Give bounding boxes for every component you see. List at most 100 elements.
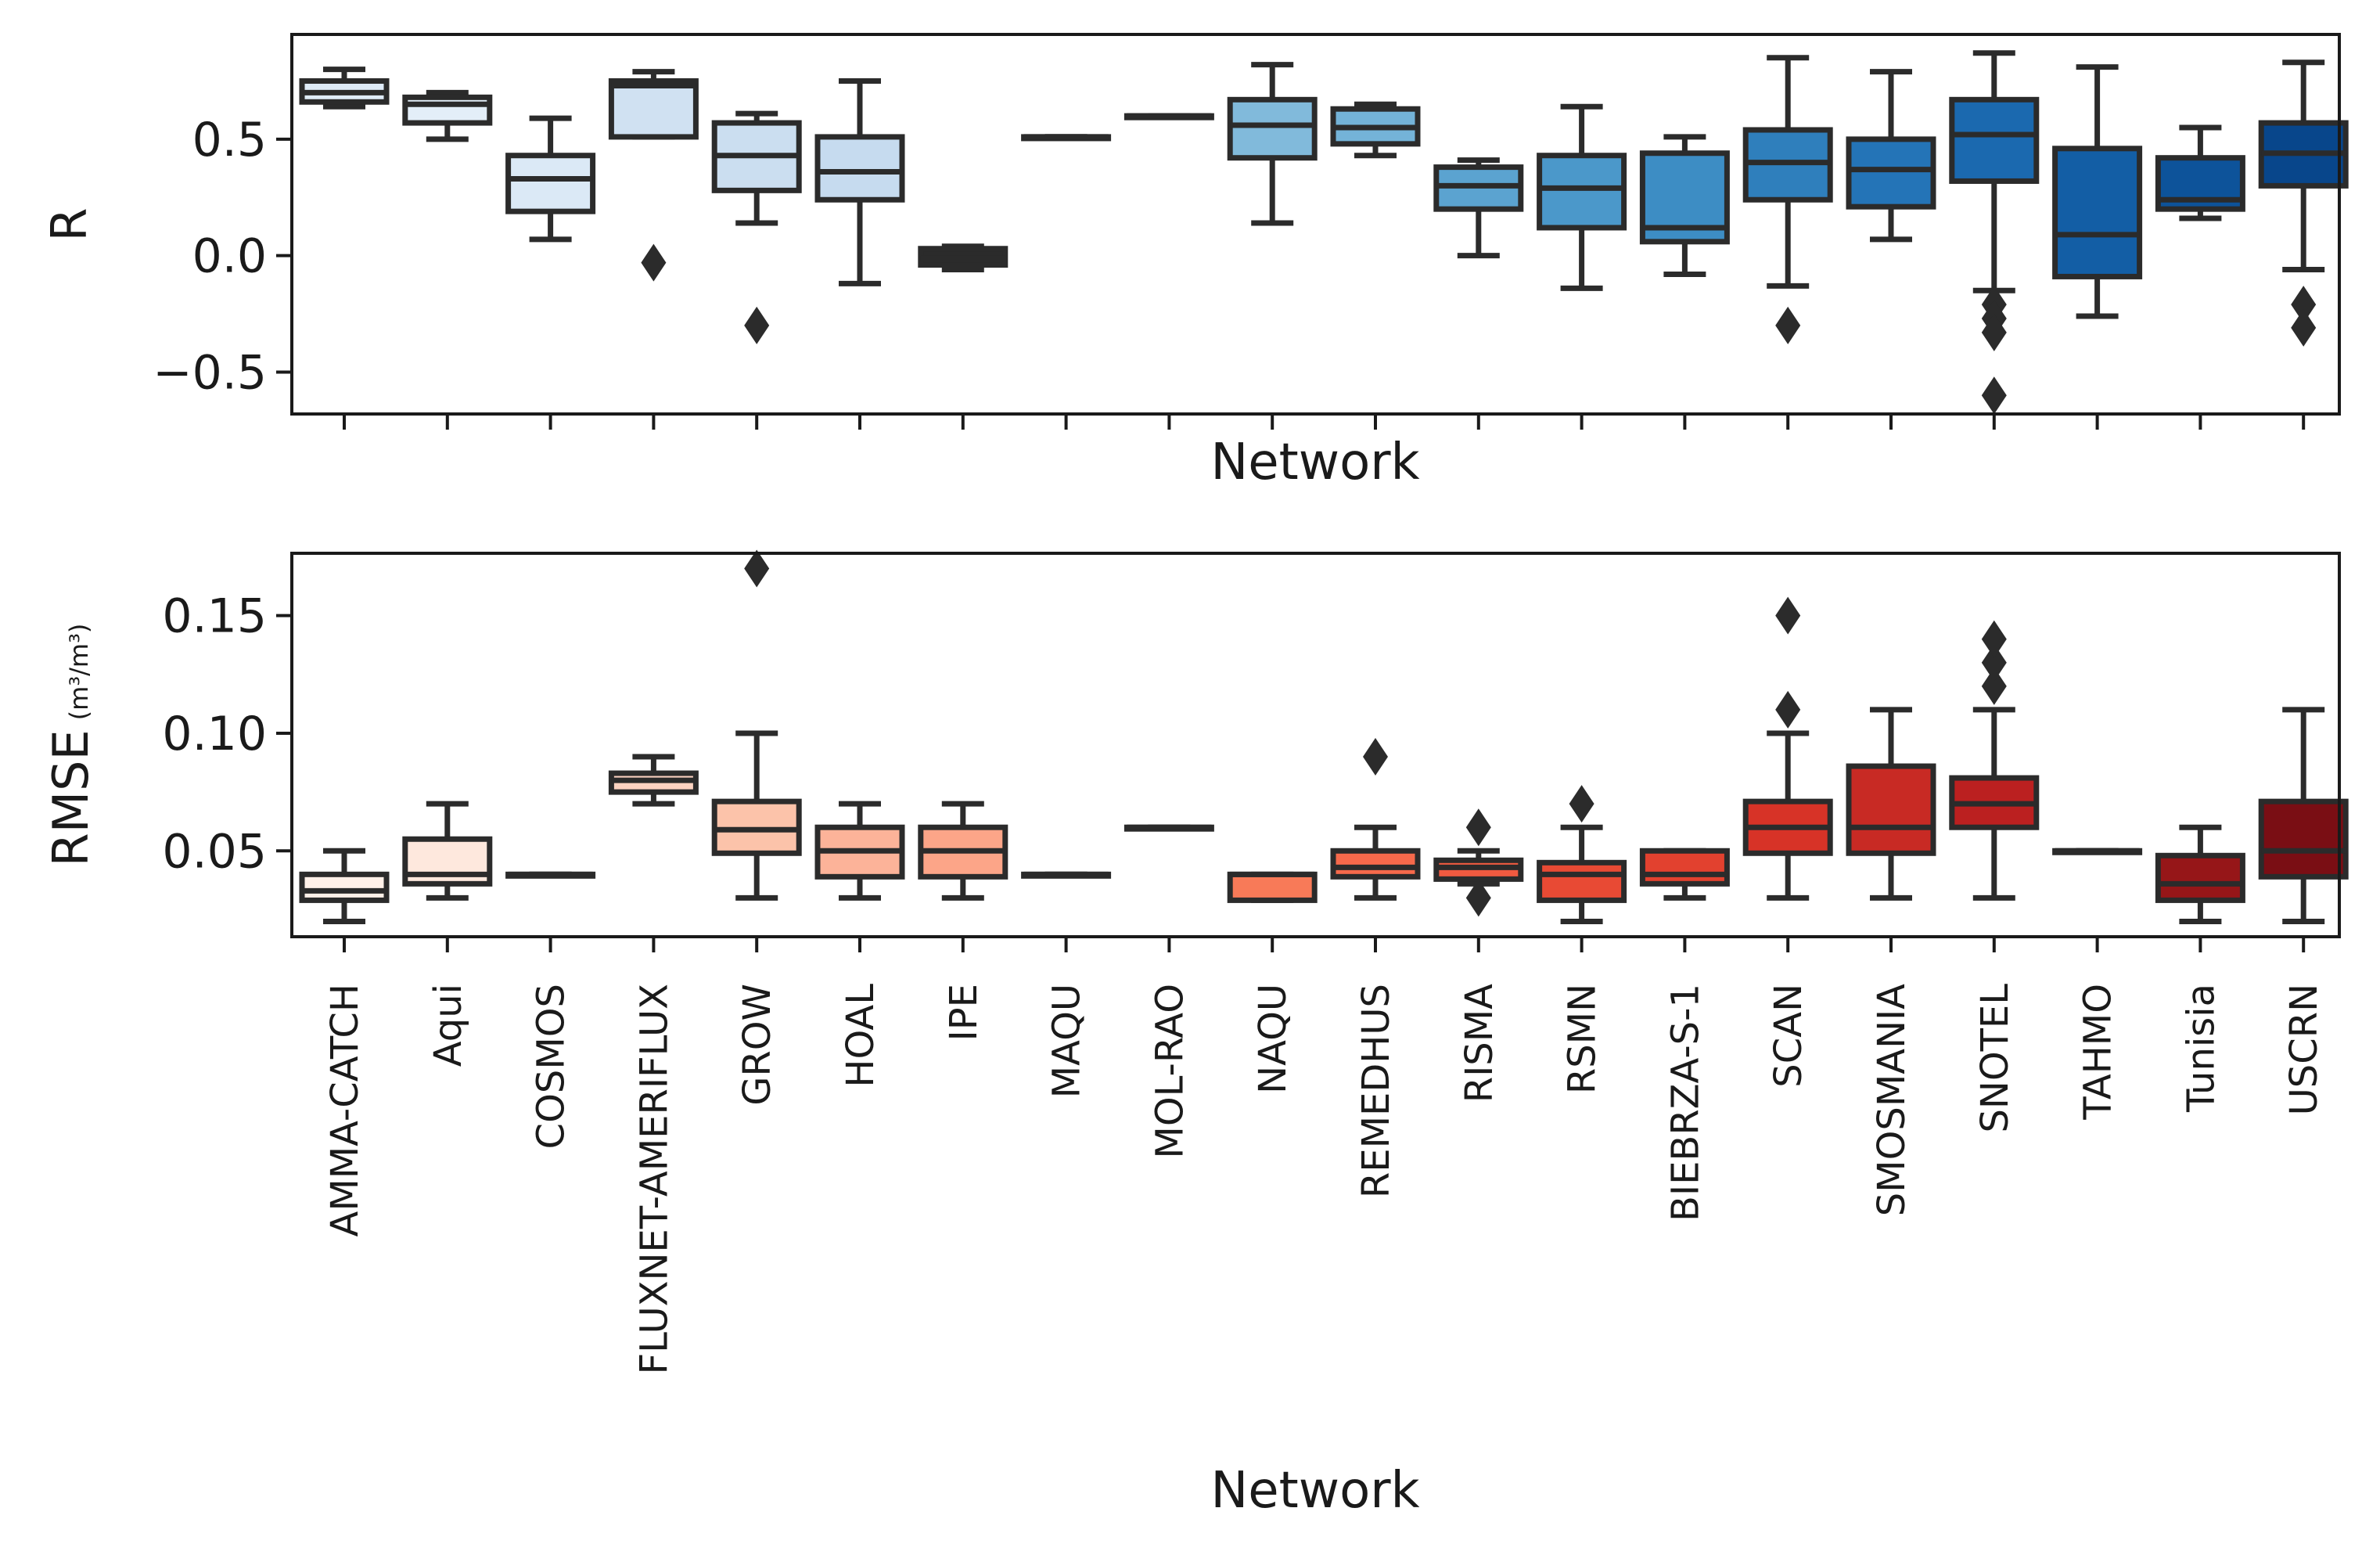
rmse-outlier-point [1775, 596, 1801, 635]
rmse-box-body [1846, 763, 1936, 856]
rmse-box-rsmn [1537, 785, 1627, 924]
rmse-box-hoal [814, 801, 905, 901]
x-tick-label: IPE [942, 984, 986, 1041]
r-boxes-layer [299, 50, 2349, 415]
r-outlier-point [641, 243, 667, 282]
rmse-box-body [2155, 852, 2245, 903]
r-y-axis-label: R [41, 207, 98, 241]
rmse-box-mol-rao [1123, 824, 1214, 832]
rmse-box-body [2258, 798, 2349, 880]
r-box-tahmo [2052, 64, 2143, 319]
rmse-outlier-point [1981, 643, 2007, 682]
rmse-box-snotel [1949, 620, 2040, 901]
rmse-x-axis-label: Network [1210, 1462, 1419, 1520]
rmse-box-remedhus [1330, 738, 1421, 901]
r-box-mol-rao [1123, 113, 1214, 121]
r-box-body [505, 153, 596, 214]
r-box-body [2052, 146, 2143, 279]
r-box-grow [711, 110, 802, 344]
rmse-box-fluxnet-ameriflux [608, 754, 699, 807]
r-outlier-point [2291, 286, 2317, 324]
r-box-smosmania [1846, 69, 1936, 243]
x-tick-label: RISMA [1458, 984, 1501, 1103]
r-box-scan [1742, 55, 1833, 344]
r-box-ipe [918, 243, 1008, 273]
rmse-axes-frame [290, 552, 2341, 938]
rmse-x-ticks: AMMA-CATCH Aqui COSMOS FLUXNET-AMERIFLUX GRO… [323, 937, 2326, 1374]
x-tick-label: MAQU [1045, 984, 1089, 1098]
rmse-box-risma [1433, 808, 1524, 917]
r-y-tick-label: 0.5 [192, 113, 267, 167]
x-tick-label: Tunisia [2179, 984, 2223, 1113]
rmse-box-body [1537, 859, 1627, 903]
r-box-amma-catch [299, 67, 390, 110]
rmse-box-aqui [402, 801, 493, 901]
x-tick-label: Aqui [426, 984, 470, 1067]
rmse-box-ipe [918, 801, 1008, 901]
rmse-outlier-point [1981, 667, 2007, 705]
r-outlier-point [744, 306, 770, 344]
r-box-body [1537, 153, 1627, 231]
rmse-y-axis-label-unit: (m³/m³) [64, 624, 94, 721]
x-tick-label: FLUXNET-AMERIFLUX [632, 984, 676, 1374]
x-tick-label: RSMN [1561, 984, 1605, 1094]
x-tick-label: AMMA-CATCH [323, 984, 367, 1237]
r-outlier-point [1981, 313, 2007, 351]
x-tick-label: MOL-RAO [1148, 984, 1192, 1159]
r-box-body [1227, 96, 1318, 161]
r-box-body [1949, 96, 2040, 184]
rmse-y-tick-label: 0.05 [162, 824, 267, 879]
r-panel: −0.5 0.0 0.5 R Network [41, 33, 2349, 491]
rmse-y-axis-label: RMSE (m³/m³) [42, 624, 99, 867]
x-tick-label: TAHMO [2076, 984, 2120, 1121]
r-box-snotel [1949, 50, 2040, 415]
r-box-fluxnet-ameriflux [608, 69, 699, 282]
x-tick-label: GROW [735, 984, 779, 1106]
rmse-y-axis-label-text: RMSE [42, 729, 99, 866]
rmse-box-body [1639, 848, 1730, 887]
rmse-box-uscrn [2258, 707, 2349, 924]
rmse-box-maqu [1021, 871, 1112, 879]
rmse-outlier-point [1465, 879, 1491, 917]
r-box-body [1846, 136, 1936, 210]
rmse-box-amma-catch [299, 848, 390, 924]
x-tick-label: BIEBRZA-S-1 [1663, 984, 1707, 1222]
rmse-box-tahmo [2052, 848, 2143, 855]
rmse-y-ticks: 0.05 0.10 0.15 [162, 589, 292, 879]
rmse-y-axis-label-group: RMSE (m³/m³) [42, 624, 99, 867]
rmse-outlier-point [1981, 620, 2007, 658]
x-tick-label: SMOSMANIA [1870, 984, 1914, 1216]
x-tick-label: SNOTEL [1973, 984, 2017, 1133]
x-tick-label: SCAN [1767, 984, 1810, 1088]
r-x-ticks [343, 414, 2306, 430]
r-box-hoal [814, 78, 905, 286]
r-axes-frame [290, 33, 2341, 416]
r-y-ticks: −0.5 0.0 0.5 [153, 113, 292, 400]
rmse-outlier-point [1569, 785, 1594, 823]
r-outlier-point [2291, 308, 2317, 347]
r-box-body [814, 134, 905, 203]
r-box-cosmos [505, 115, 596, 243]
rmse-box-body [1227, 871, 1318, 903]
rmse-box-body [1330, 848, 1421, 880]
rmse-y-tick-label: 0.10 [162, 707, 267, 761]
rmse-boxes-layer [299, 549, 2349, 924]
rmse-outlier-point [1465, 808, 1491, 847]
r-box-risma [1433, 157, 1524, 259]
rmse-outlier-point [1363, 738, 1388, 776]
rmse-panel: 0.05 0.10 0.15 AMMA-CATCH Aqui COSMOS FLUXNET… [42, 549, 2349, 1520]
rmse-box-naqu [1227, 871, 1318, 903]
r-y-tick-label: 0.0 [192, 229, 267, 284]
x-tick-label: USCRN [2282, 984, 2326, 1115]
rmse-box-body [299, 871, 390, 903]
r-box-biebrza-s-1 [1639, 134, 1730, 277]
rmse-box-cosmos [505, 871, 596, 879]
rmse-box-biebrza-s-1 [1639, 848, 1730, 901]
rmse-box-grow [711, 549, 802, 901]
rmse-box-smosmania [1846, 707, 1936, 901]
rmse-y-tick-label: 0.15 [162, 589, 267, 644]
r-outlier-point [1981, 376, 2007, 415]
